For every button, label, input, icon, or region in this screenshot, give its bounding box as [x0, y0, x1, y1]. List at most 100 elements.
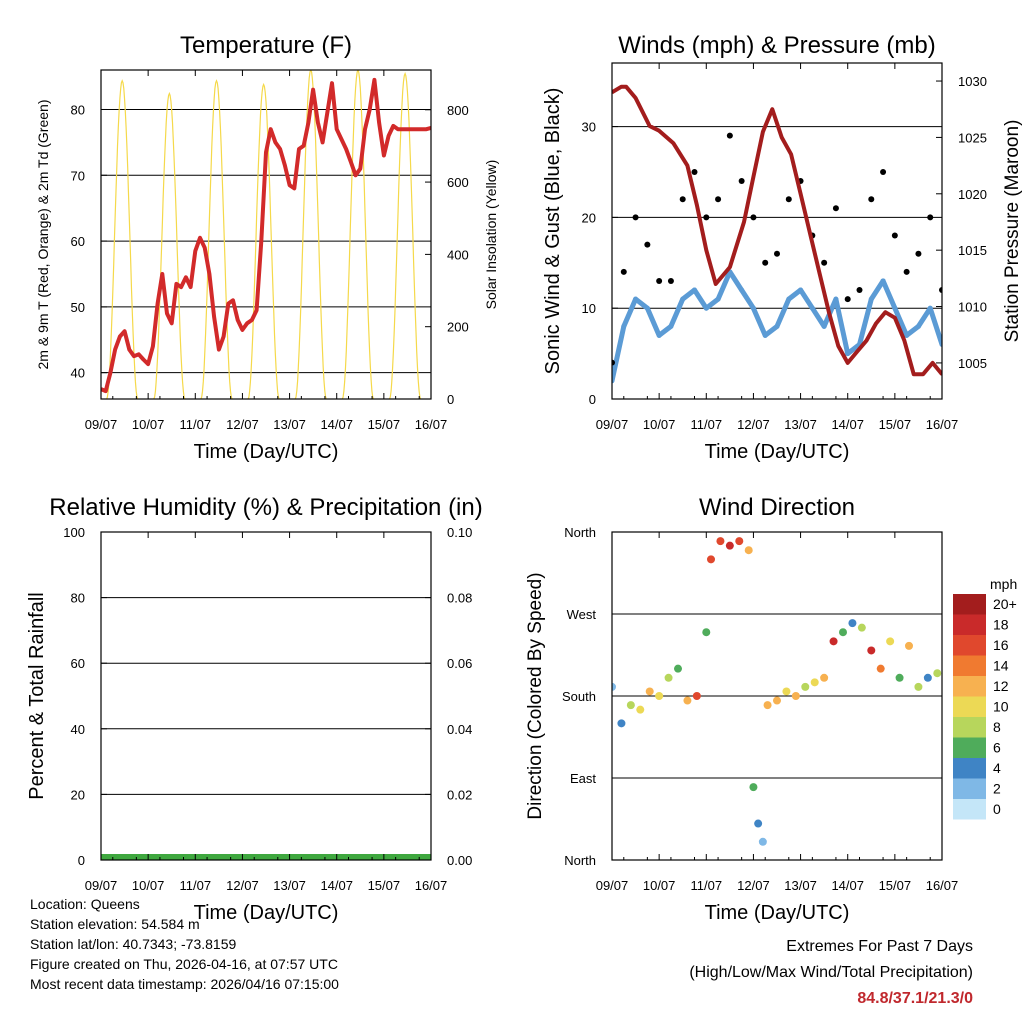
x-tick-label: 15/07 — [879, 878, 912, 893]
wind-direction-point — [744, 546, 753, 555]
x-tick-label: 14/07 — [831, 878, 864, 893]
chart-title-1: Temperature (F) — [180, 32, 352, 59]
pressure-point — [704, 248, 708, 252]
wind-direction-point — [857, 623, 866, 632]
x-tick-label: 14/07 — [831, 417, 864, 432]
gust-point — [656, 277, 663, 284]
temperature-point — [306, 121, 310, 125]
pressure-point — [648, 124, 652, 128]
wind-direction-point — [664, 673, 673, 682]
temperature-point — [396, 127, 400, 131]
solar-insolation-curve — [200, 79, 233, 399]
solar-insolation-curve — [294, 70, 327, 399]
gust-point — [620, 268, 627, 275]
pressure-point — [657, 129, 661, 133]
precipitation-point — [425, 854, 431, 860]
temperature-point — [240, 328, 244, 332]
x-tick-label: 12/07 — [737, 417, 770, 432]
wind-direction-point — [725, 541, 734, 550]
y-tick-label: 100 — [63, 525, 85, 540]
wind-direction-point — [754, 819, 763, 828]
wind-direction-point — [801, 682, 810, 691]
legend-label: 6 — [993, 740, 1001, 756]
pressure-line — [612, 84, 942, 377]
temperature-point — [316, 121, 320, 125]
temperature-point — [255, 308, 259, 312]
x-tick-label: 13/07 — [784, 878, 817, 893]
temperature-point — [151, 344, 155, 348]
wind-direction-point — [914, 682, 923, 691]
wind-direction-point — [707, 555, 715, 564]
temperature-point — [420, 127, 424, 131]
pressure-point — [817, 271, 821, 275]
wind-direction-point — [763, 701, 772, 710]
pressure-point — [634, 96, 638, 100]
temperature-point — [108, 371, 112, 375]
y-axis-title-left: 2m & 9m T (Red, Orange) & 2m Td (Green) — [35, 100, 51, 370]
x-tick-label: 12/07 — [226, 417, 259, 432]
temperature-point — [174, 282, 178, 286]
wind-speed-point — [821, 323, 827, 329]
gust-point — [939, 287, 942, 294]
temperature-point — [358, 167, 362, 171]
gust-point — [750, 214, 757, 221]
wind-speed-point — [915, 323, 921, 329]
y-tick-label: 30 — [582, 120, 596, 135]
wind-speed-point — [774, 323, 780, 329]
legend-swatch — [953, 717, 986, 738]
legend-label: 10 — [993, 699, 1009, 715]
temperature-point — [193, 249, 197, 253]
legend-swatch — [953, 696, 986, 717]
gust-point — [821, 259, 828, 266]
legend-label: 4 — [993, 760, 1001, 776]
legend-label: 12 — [993, 678, 1009, 694]
temperature-point — [382, 154, 386, 158]
wind-direction-point — [735, 537, 744, 546]
wind-direction-point — [839, 628, 847, 637]
temperature-point — [363, 127, 367, 131]
data-layer — [101, 70, 431, 399]
x-tick-label: 16/07 — [415, 417, 448, 432]
legend-swatch — [953, 676, 986, 697]
legend-label: 2 — [993, 781, 1001, 797]
pressure-point — [874, 321, 878, 325]
wind-speed-point — [621, 323, 627, 329]
x-tick-label: 14/07 — [320, 417, 353, 432]
temperature-point — [424, 127, 428, 131]
y-right-tick-label: 0.08 — [447, 591, 472, 606]
gust-point — [891, 232, 898, 239]
y-tick-label: South — [562, 689, 596, 704]
pressure-point — [893, 316, 897, 320]
temperature-point — [387, 134, 391, 138]
x-axis-title: Time (Day/UTC) — [194, 902, 339, 924]
temperature-point — [132, 354, 136, 358]
y-right-tick-label: 0.02 — [447, 787, 472, 802]
y-right-tick-label: 1030 — [958, 74, 987, 89]
temperature-point — [302, 144, 306, 148]
pressure-point — [921, 372, 925, 376]
legend-swatch — [953, 635, 986, 656]
x-tick-label: 16/07 — [926, 417, 959, 432]
y-tick-label: 60 — [71, 656, 85, 671]
y-tick-label: 10 — [582, 301, 596, 316]
temperature-point — [311, 88, 315, 92]
x-tick-label: 10/07 — [132, 417, 165, 432]
temperature-point — [141, 358, 145, 362]
gust-point — [612, 359, 615, 366]
wind-speed-point — [656, 332, 662, 338]
wind-direction-point — [617, 719, 626, 728]
solar-insolation-curve — [247, 82, 280, 399]
temperature-point — [113, 348, 117, 352]
gust-point — [856, 287, 863, 294]
wind-direction-point — [905, 641, 913, 650]
temperature-point — [222, 334, 226, 338]
y-right-tick-label: 1005 — [958, 356, 987, 371]
y-tick-label: 20 — [71, 787, 85, 802]
temperature-point — [264, 150, 268, 154]
wind-speed-point — [668, 323, 674, 329]
x-tick-label: 16/07 — [926, 878, 959, 893]
temperature-point — [292, 186, 296, 190]
temperature-point — [245, 321, 249, 325]
x-tick-label: 11/07 — [179, 878, 211, 893]
